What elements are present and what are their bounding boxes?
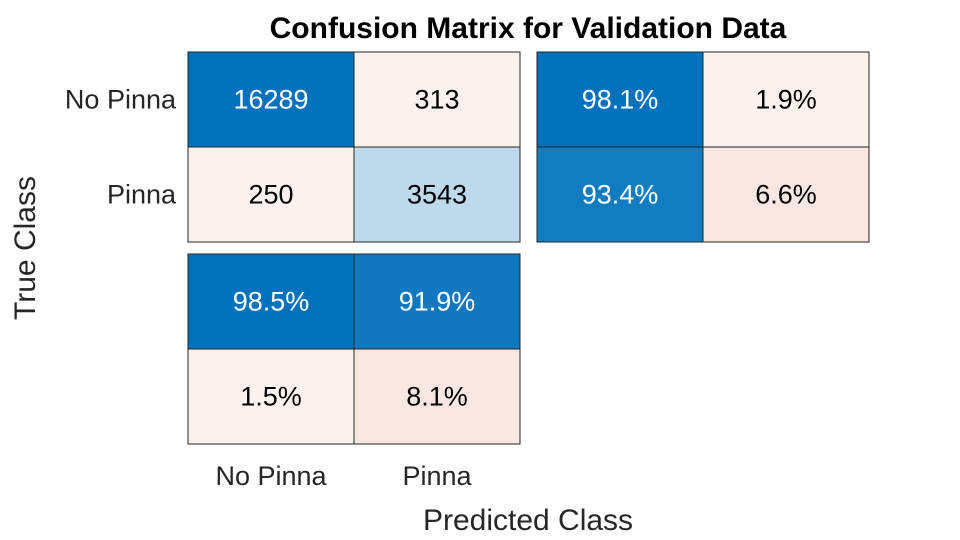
column-summary-value: 8.1% (406, 382, 468, 412)
row-summary-cell (536, 51, 704, 148)
matrix-cells-layer: 16289 313 250 3543 98.1% 1.9% 93.4% 6.6% 98.5% 91… (65, 51, 870, 491)
matrix-cell (187, 146, 355, 243)
row-summary-value: 1.9% (755, 85, 817, 115)
column-summary-value: 98.5% (233, 287, 310, 317)
row-summary-cell (702, 146, 870, 243)
matrix-cell-value: 250 (248, 180, 293, 210)
matrix-cell (353, 51, 521, 148)
matrix-cell-value: 16289 (233, 85, 308, 115)
row-summary-value: 6.6% (755, 180, 817, 210)
matrix-cell (187, 51, 355, 148)
x-tick-label: Pinna (402, 461, 472, 491)
row-summary-value: 98.1% (582, 85, 659, 115)
y-tick-label: Pinna (107, 180, 177, 210)
column-summary-cell (353, 348, 521, 445)
y-axis-label: True Class (9, 176, 42, 320)
x-axis-label: Predicted Class (423, 504, 633, 537)
row-summary-value: 93.4% (582, 180, 659, 210)
matrix-cell-value: 3543 (407, 180, 467, 210)
y-tick-label: No Pinna (65, 85, 177, 115)
chart-title: Confusion Matrix for Validation Data (270, 12, 787, 45)
x-tick-label: No Pinna (215, 461, 327, 491)
column-summary-value: 91.9% (399, 287, 476, 317)
row-summary-cell (702, 51, 870, 148)
column-summary-value: 1.5% (240, 382, 302, 412)
column-summary-cell (353, 253, 521, 350)
row-summary-cell (536, 146, 704, 243)
matrix-cell (353, 146, 521, 243)
matrix-cell-value: 313 (414, 85, 459, 115)
